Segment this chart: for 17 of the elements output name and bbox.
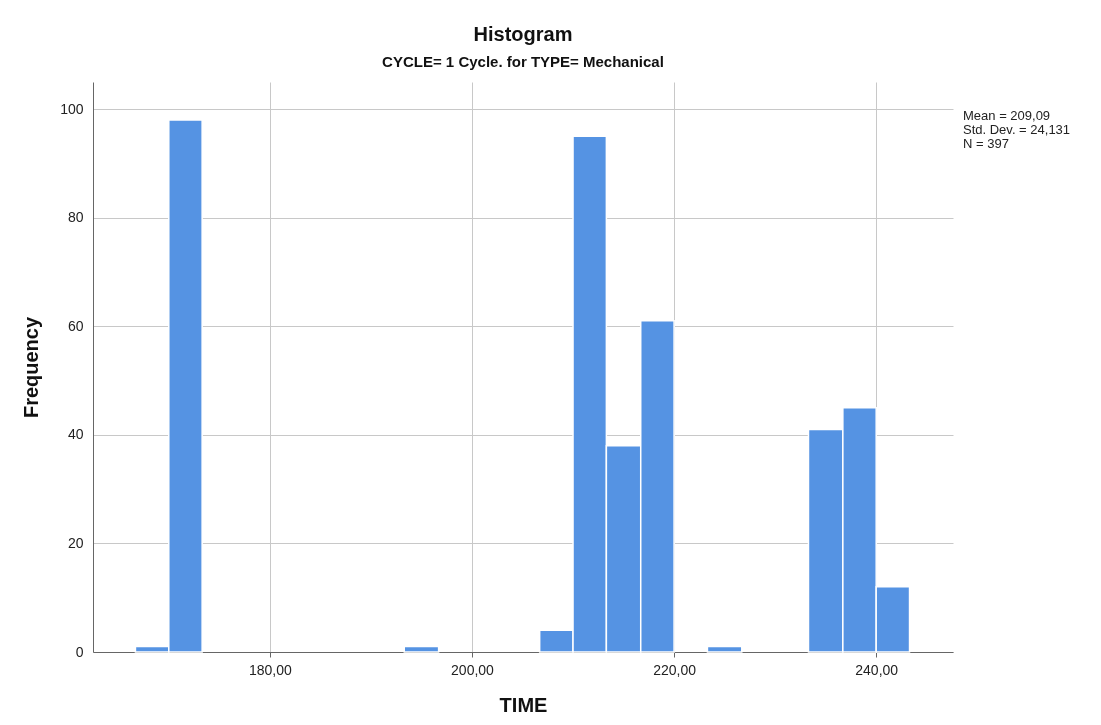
text: Std. Dev. = 24,131 [963,122,1071,137]
x-tick-label: 240,00 [855,661,899,678]
x-tick-label: 220,00 [653,661,697,678]
text: Mean = 209,09 [963,108,1051,123]
x-tick-label: 180,00 [248,661,292,678]
chart-title: Histogram [473,23,573,45]
y-tick-label: 40 [67,426,84,443]
y-tick-label: 0 [75,643,84,660]
y-axis-title: Frequency [20,316,43,419]
y-tick-label: 20 [67,534,84,551]
x-tick-label: 200,00 [451,661,495,678]
x-axis-title: TIME [499,693,548,716]
y-tick-label: 100 [60,100,84,117]
y-tick-label: 80 [67,209,84,226]
y-tick-label: 60 [67,317,84,334]
chart-subtitle: CYCLE= 1 Cycle. for TYPE= Mechanical [382,53,664,70]
text: N = 397 [963,136,1009,151]
